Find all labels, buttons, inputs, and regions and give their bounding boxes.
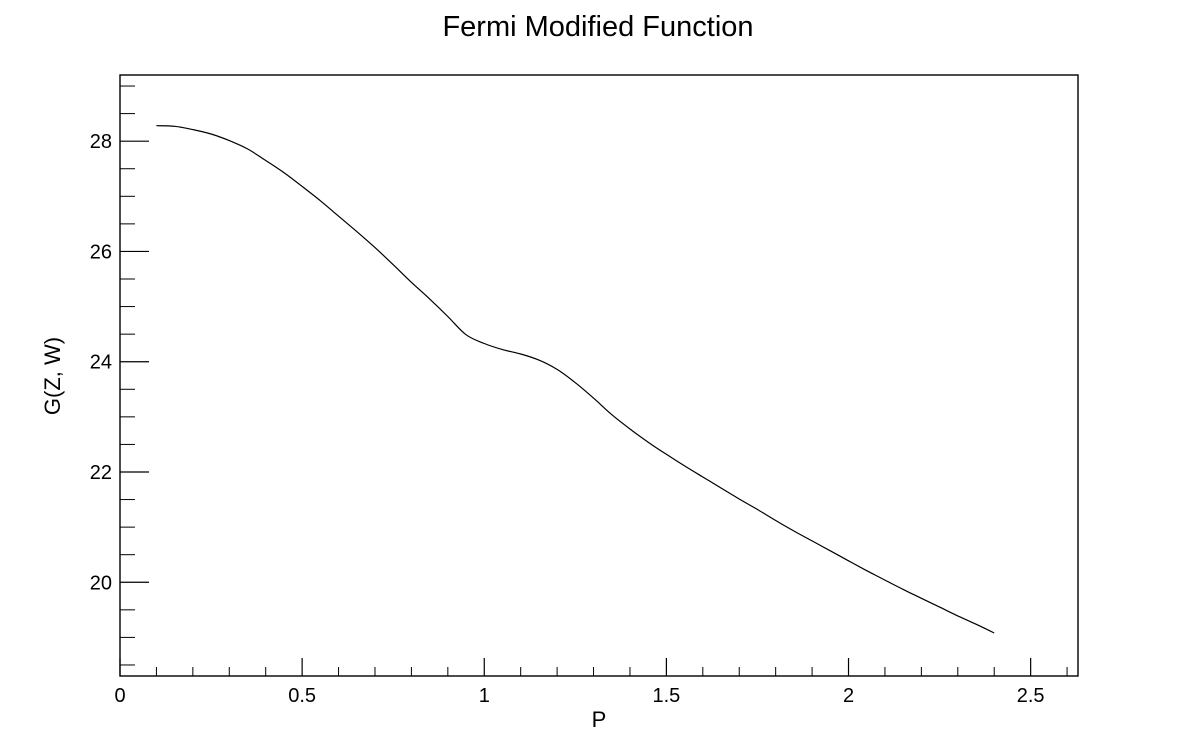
x-axis-label: P [592,707,607,732]
y-axis-ticks: 20 22 24 26 28 [90,131,149,594]
x-axis-ticks: 0 0.5 1 1.5 2 2.5 [114,658,1045,707]
y-tick-label: 22 [90,462,112,484]
x-tick-label: 1.5 [652,685,680,707]
y-tick-label: 26 [90,241,112,263]
chart-title: Fermi Modified Function [442,11,753,43]
x-tick-label: 1 [479,685,490,707]
x-tick-label: 2 [843,685,854,707]
x-tick-label: 0 [114,685,125,707]
series-line [156,125,995,634]
y-minor-ticks [120,85,135,666]
x-tick-label: 0.5 [288,685,316,707]
x-minor-ticks [155,667,1068,676]
y-tick-label: 20 [90,572,112,594]
y-tick-label: 24 [90,352,112,374]
x-tick-label: 2.5 [1017,685,1045,707]
plot-frame [119,74,1079,677]
y-tick-label: 28 [90,131,112,153]
y-axis-label: G(Z, W) [40,337,65,415]
